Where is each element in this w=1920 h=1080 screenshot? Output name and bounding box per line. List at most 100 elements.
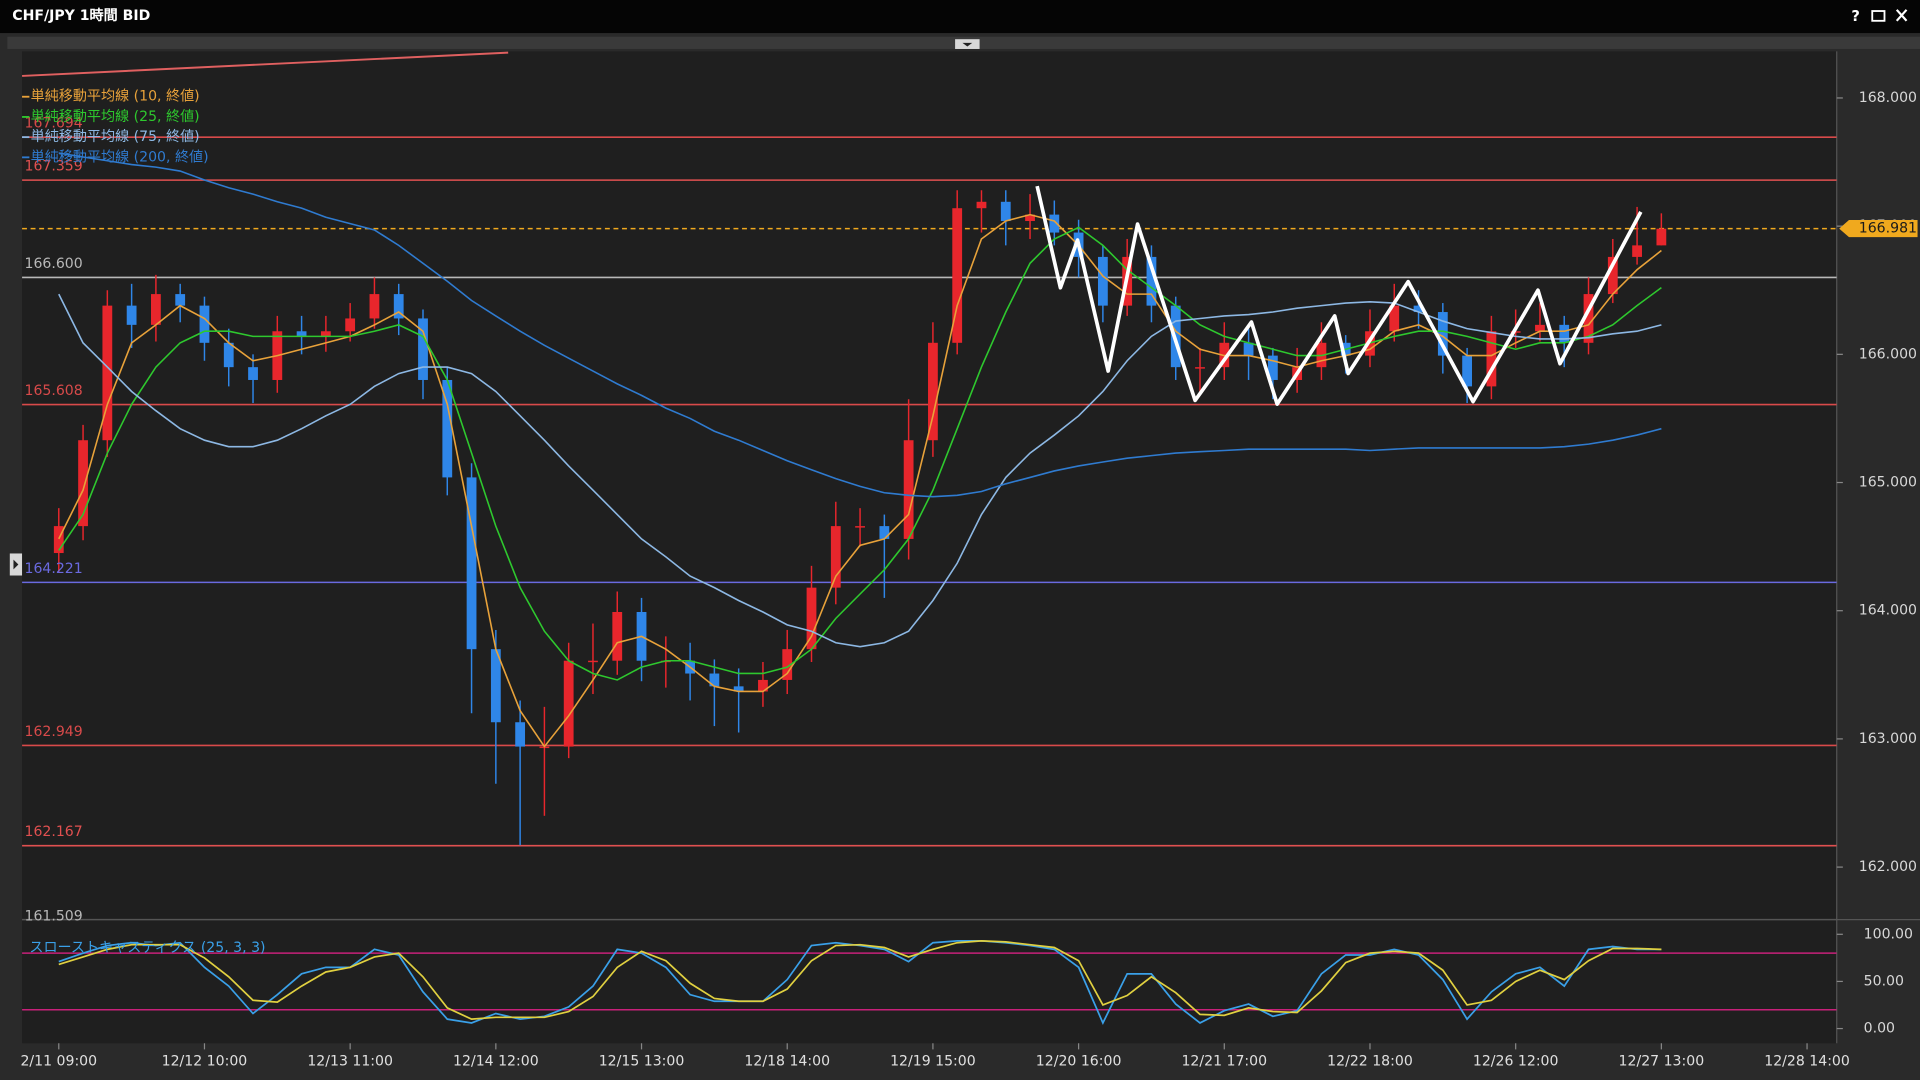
x-tick-label: 12/18 14:00 (744, 1054, 830, 1070)
legend-entry: 単純移動平均線 (200, 終値) (31, 149, 209, 165)
x-tick-label: 12/13 11:00 (307, 1054, 393, 1070)
stoch-line (58, 940, 1662, 1021)
candle-body (952, 208, 963, 343)
candle-body (369, 294, 380, 319)
candle-body (588, 660, 598, 663)
side-tab-arrow (13, 559, 19, 570)
candle-body (223, 342, 234, 368)
candle-body (976, 201, 987, 209)
candle-body (758, 679, 768, 692)
level-label: 161.509 (24, 909, 82, 925)
level-label: 166.600 (24, 256, 82, 272)
candle-body (175, 294, 186, 306)
y-tick-label: 0.00 (1864, 1021, 1895, 1037)
ma-line (58, 152, 1662, 498)
level-label: 162.167 (24, 824, 82, 840)
indicator-title: スローストキャスティクス (25, 3, 3) (29, 940, 265, 956)
level-label: 162.949 (24, 724, 82, 740)
candle-body (928, 342, 938, 441)
candle-body (782, 649, 793, 680)
level-label: 165.608 (24, 383, 82, 399)
legend-entry: 単純移動平均線 (25, 終値) (31, 109, 200, 125)
candle-body (1656, 228, 1667, 246)
candle-body (515, 722, 526, 747)
candle-body (248, 367, 258, 380)
x-tick-label: 12/15 13:00 (599, 1054, 685, 1070)
level-label: 167.359 (24, 159, 82, 175)
title-bar (0, 0, 1920, 34)
candle-body (199, 305, 210, 343)
overlay: 162.000163.000164.000165.000166.000167.0… (20, 89, 1918, 1070)
candle-body (903, 440, 914, 539)
y-tick-label: 163.000 (1859, 731, 1917, 747)
trend-line (22, 51, 509, 77)
candle-body (53, 526, 64, 554)
candle-body (563, 660, 574, 747)
candle-body (151, 294, 161, 325)
candle-body (1437, 312, 1448, 356)
zigzag-annotation (1035, 185, 1643, 406)
candle-body (1389, 305, 1400, 332)
candle-body (1025, 214, 1035, 222)
maximize-button[interactable] (1871, 10, 1886, 22)
candle-body (709, 673, 720, 687)
y-tick-label: 166.000 (1859, 346, 1917, 362)
candle-body (830, 526, 841, 588)
close-button[interactable] (1895, 9, 1908, 22)
candle-body (1097, 256, 1108, 306)
x-tick-label: 12/22 18:00 (1327, 1054, 1413, 1070)
x-tick-label: 12/26 12:00 (1473, 1054, 1559, 1070)
candle-body (126, 305, 137, 325)
collapse-arrow (962, 42, 973, 47)
candle-body (1413, 305, 1424, 313)
window-controls[interactable]: ? (1851, 8, 1908, 25)
candle-body (296, 331, 307, 337)
stoch-plot-bg (22, 920, 1837, 1044)
candle-body (102, 305, 113, 441)
y-tick-label: 168.000 (1859, 90, 1917, 106)
candle-body (418, 318, 428, 380)
legend-entry: 単純移動平均線 (75, 終値) (31, 129, 200, 145)
y-tick-label: 50.00 (1864, 973, 1904, 989)
candle-body (1049, 214, 1060, 233)
candle-body (1559, 324, 1570, 343)
main-plot (22, 51, 1837, 847)
help-button[interactable]: ? (1851, 8, 1860, 25)
candle-body (879, 526, 890, 539)
candle-body (78, 440, 88, 527)
candle-body (466, 477, 477, 650)
x-tick-label: 12/12 10:00 (162, 1054, 248, 1070)
ma-line (58, 226, 1662, 681)
candle-body (320, 331, 331, 337)
legend-entry: 単純移動平均線 (10, 終値) (31, 89, 200, 105)
window-title: CHF/JPY 1時間 BID (12, 7, 150, 24)
ma-line (58, 213, 1662, 748)
candle-body (1243, 342, 1254, 356)
y-tick-label: 100.00 (1864, 926, 1913, 942)
x-tick-label: 12/27 13:00 (1619, 1054, 1705, 1070)
y-tick-label: 162.000 (1859, 859, 1917, 875)
candle-body (1195, 367, 1205, 369)
candle-body (442, 379, 453, 478)
candle-body (393, 294, 404, 319)
candle-body (1146, 256, 1157, 306)
candle-body (1632, 245, 1642, 257)
candle-body (1583, 294, 1594, 343)
last-price-tag (1839, 220, 1918, 238)
x-tick-label: 12/19 15:00 (890, 1054, 976, 1070)
candle-body (1535, 324, 1545, 332)
candle-body (1607, 256, 1618, 295)
x-tick-label: 12/21 17:00 (1181, 1054, 1267, 1070)
candle-body (1000, 201, 1011, 222)
level-label: 164.221 (24, 561, 82, 577)
candle-body (1486, 331, 1497, 387)
candle-body (733, 686, 744, 692)
x-tick-label: 12/28 14:00 (1764, 1054, 1850, 1070)
last-price-label: 166.981 (1859, 221, 1917, 237)
candle-body (1462, 355, 1473, 387)
stoch-plot (22, 940, 1837, 1025)
candle-body (345, 318, 356, 332)
x-tick-label: 12/20 16:00 (1036, 1054, 1122, 1070)
